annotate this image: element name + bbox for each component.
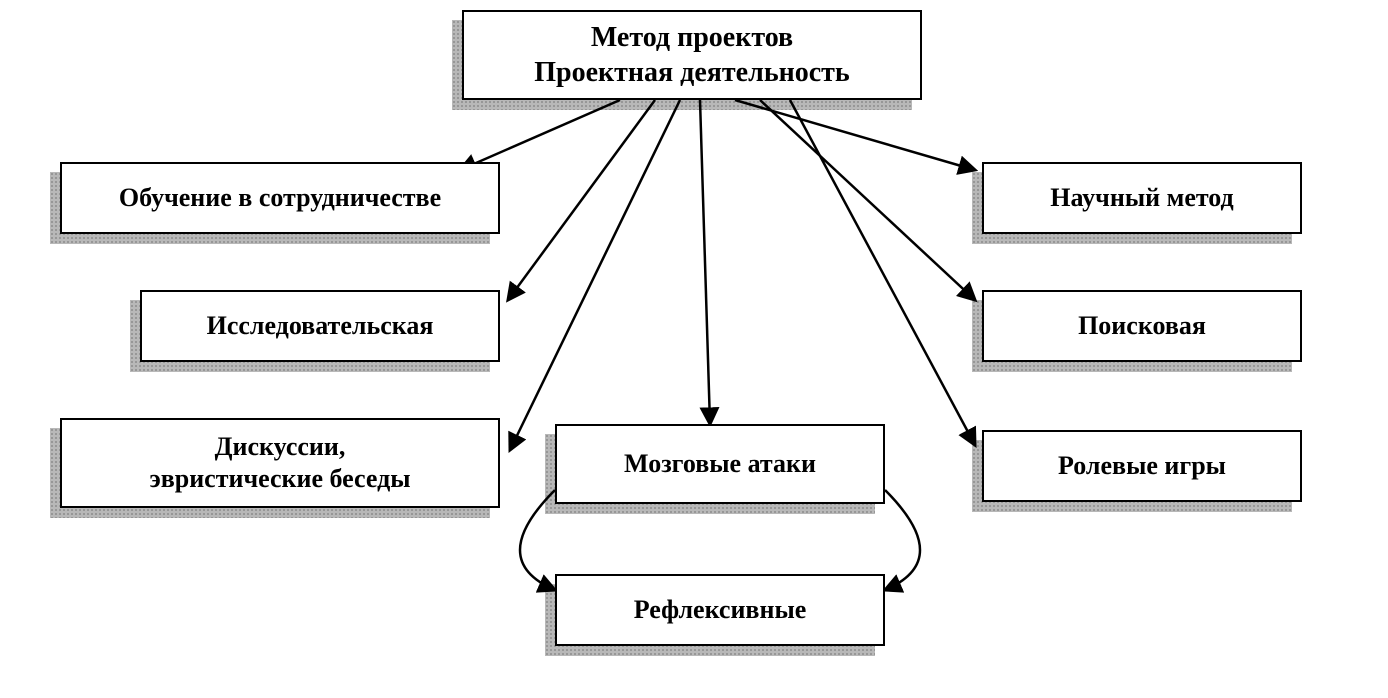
root-line1: Метод проектов <box>591 20 793 55</box>
left1-label: Обучение в сотрудничестве <box>119 182 441 215</box>
left3-line1: Дискуссии, <box>215 431 346 464</box>
root-line2: Проектная деятельность <box>534 55 850 90</box>
left1-node: Обучение в сотрудничестве <box>60 162 500 234</box>
left2-node: Исследовательская <box>140 290 500 362</box>
root-node: Метод проектов Проектная деятельность <box>462 10 922 100</box>
right2-node: Поисковая <box>982 290 1302 362</box>
center1-node: Мозговые атаки <box>555 424 885 504</box>
center2-node: Рефлексивные <box>555 574 885 646</box>
left3-line2: эвристические беседы <box>149 463 410 496</box>
right3-label: Ролевые игры <box>1058 450 1226 483</box>
right3-node: Ролевые игры <box>982 430 1302 502</box>
center1-label: Мозговые атаки <box>624 448 816 481</box>
right1-label: Научный метод <box>1050 182 1233 215</box>
left2-label: Исследовательская <box>207 310 434 343</box>
left3-node: Дискуссии, эвристические беседы <box>60 418 500 508</box>
center2-label: Рефлексивные <box>634 594 807 627</box>
flowchart-canvas: Метод проектов Проектная деятельность Об… <box>0 0 1388 698</box>
right1-node: Научный метод <box>982 162 1302 234</box>
right2-label: Поисковая <box>1078 310 1206 343</box>
